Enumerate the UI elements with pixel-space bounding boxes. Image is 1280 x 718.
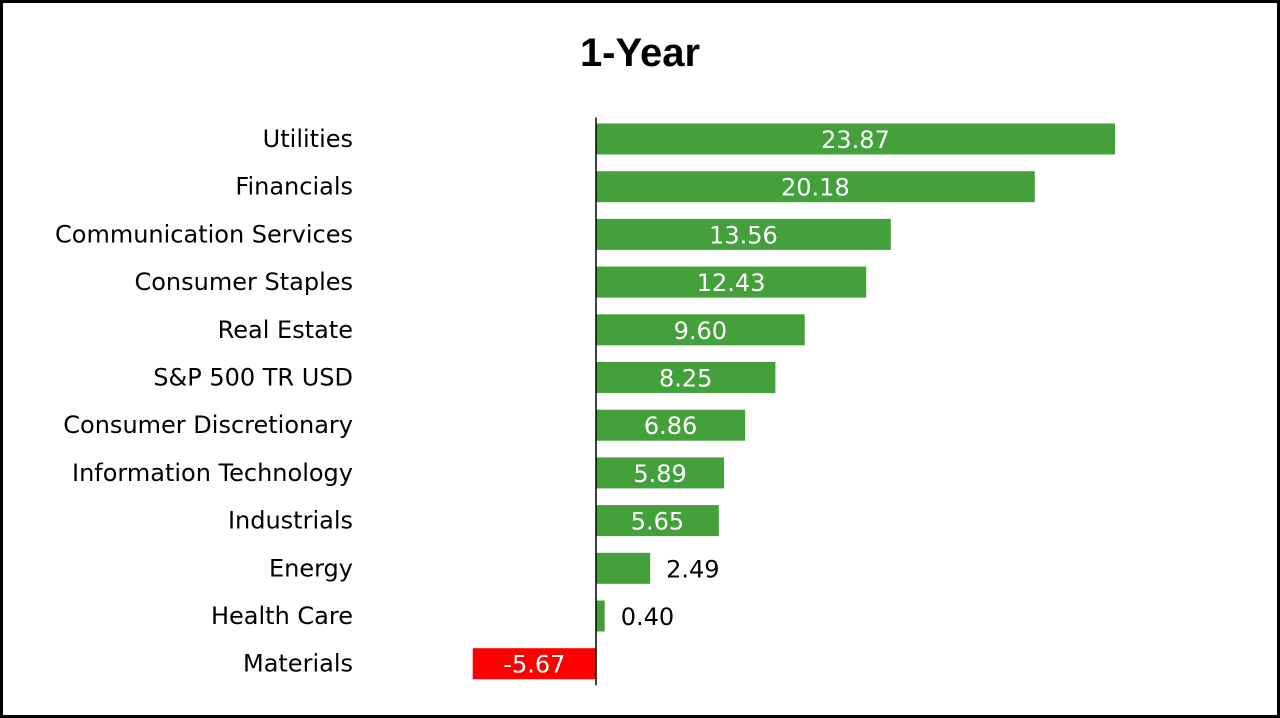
value-label: -5.67 — [503, 651, 565, 679]
category-label: Industrials — [228, 507, 353, 535]
value-label: 5.65 — [631, 508, 684, 536]
value-label: 2.49 — [666, 555, 719, 583]
value-label: 23.87 — [821, 126, 890, 154]
value-label: 12.43 — [697, 269, 766, 297]
bar — [596, 457, 725, 489]
category-label: Consumer Staples — [134, 268, 353, 296]
category-label: Information Technology — [72, 459, 353, 487]
bar — [596, 266, 867, 298]
value-label: 5.89 — [633, 460, 686, 488]
bar-chart: Utilities 23.87 Financials 20.18 Communicati… — [55, 117, 1115, 686]
bar — [596, 505, 719, 537]
bar — [596, 218, 891, 250]
value-label: 0.40 — [621, 603, 674, 631]
category-label: Utilities — [263, 125, 353, 153]
category-label: Financials — [235, 173, 353, 201]
category-label: Health Care — [211, 602, 353, 630]
value-label: 9.60 — [674, 317, 727, 345]
value-label: 13.56 — [709, 221, 778, 249]
category-label: Consumer Discretionary — [63, 411, 353, 439]
chart-title: 1-Year — [579, 31, 701, 75]
value-label: 8.25 — [659, 365, 712, 393]
bar — [596, 171, 1035, 203]
bar — [596, 409, 746, 441]
value-label: 20.18 — [781, 174, 850, 202]
category-label: Real Estate — [218, 316, 353, 344]
category-label: Materials — [243, 650, 353, 678]
bar — [596, 362, 776, 393]
bar — [596, 600, 605, 632]
bar — [472, 648, 596, 680]
category-label: Energy — [269, 554, 353, 582]
bar — [596, 123, 1115, 155]
bar — [596, 552, 651, 584]
category-label: Communication Services — [55, 220, 353, 248]
value-label: 6.86 — [644, 412, 697, 440]
category-label: S&P 500 TR USD — [153, 364, 353, 392]
bar — [596, 314, 805, 346]
